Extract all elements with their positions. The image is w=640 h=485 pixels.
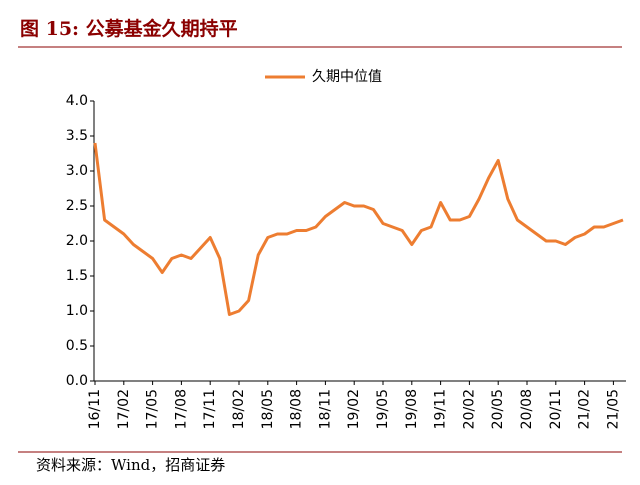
x-tick-label: 18/02 <box>231 389 247 429</box>
y-tick-label: 0.5 <box>66 338 88 354</box>
x-tick-label: 20/05 <box>490 389 506 429</box>
x-tick-label: 17/08 <box>173 389 189 429</box>
x-tick-label: 18/11 <box>317 389 333 429</box>
y-tick-label: 2.5 <box>66 198 88 214</box>
x-tick-label: 18/05 <box>260 389 276 429</box>
x-tick-label: 16/11 <box>87 389 103 429</box>
y-tick-label: 4.0 <box>66 93 88 109</box>
x-tick-label: 17/02 <box>116 389 132 429</box>
x-tick-label: 18/08 <box>289 389 305 429</box>
y-tick-label: 3.5 <box>66 128 88 144</box>
x-tick-label: 20/11 <box>548 389 564 429</box>
legend-label: 久期中位值 <box>312 69 382 85</box>
source: 资料来源：Wind，招商证券 <box>36 456 225 474</box>
x-tick-label: 21/05 <box>605 389 621 429</box>
x-tick-label: 19/05 <box>375 389 391 429</box>
x-tick-label: 20/08 <box>519 389 535 429</box>
y-tick-label: 1.5 <box>66 268 88 284</box>
y-tick-label: 1.0 <box>66 303 88 319</box>
series-line <box>93 142 624 316</box>
y-tick-label: 2.0 <box>66 233 88 249</box>
x-tick-label: 19/08 <box>404 389 420 429</box>
y-tick-label: 0.0 <box>66 373 88 389</box>
x-tick-label: 19/11 <box>433 389 449 429</box>
y-tick-label: 3.0 <box>66 163 88 179</box>
x-tick-label: 20/02 <box>461 389 477 429</box>
x-tick-label: 17/11 <box>202 389 218 429</box>
x-tick-label: 17/05 <box>145 389 161 429</box>
x-tick-label: 21/02 <box>577 389 593 429</box>
chart-title: 图 15: 公募基金久期持平 <box>20 17 238 40</box>
x-tick-label: 19/02 <box>346 389 362 429</box>
